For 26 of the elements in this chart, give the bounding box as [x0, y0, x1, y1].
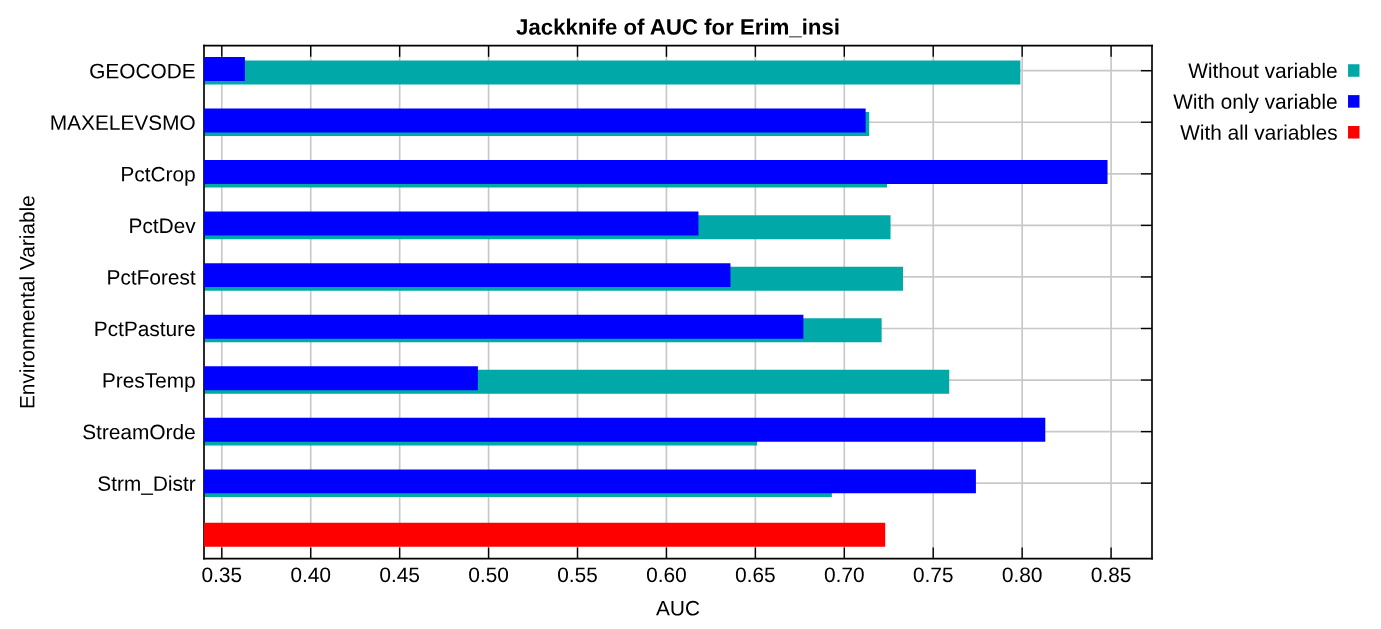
y-tick-label: MAXELEVSMO	[51, 115, 195, 131]
y-axis-title: Environmental Variable	[19, 196, 35, 408]
x-tick-label: 0.85	[1091, 567, 1131, 583]
legend-label: With all variables	[1180, 124, 1337, 140]
x-tick-label: 0.35	[202, 567, 242, 583]
x-tick-label: 0.55	[558, 567, 597, 583]
x-tick-label: 0.45	[380, 567, 420, 583]
y-tick-label: PctForest	[108, 270, 196, 285]
x-axis-title: AUC	[656, 600, 700, 616]
x-tick-label: 0.60	[646, 567, 686, 583]
x-tick-label: 0.65	[735, 567, 775, 583]
y-tick-label: StreamOrde	[83, 424, 195, 440]
x-tick-label: 0.50	[469, 567, 509, 583]
y-tick-label: PctCrop	[122, 166, 195, 186]
y-tick-label: PresTemp	[103, 373, 195, 392]
legend-label: With only variable	[1173, 93, 1337, 114]
x-tick-label: 0.70	[824, 567, 864, 583]
y-tick-label: PctDev	[130, 218, 196, 234]
x-tick-label: 0.75	[913, 567, 953, 583]
x-tick-label: 0.40	[291, 567, 331, 583]
y-tick-label: GEOCODE	[90, 63, 195, 79]
y-tick-label: Strm_Distr	[98, 475, 196, 495]
y-tick-label: PctPasture	[95, 321, 195, 337]
x-tick-label: 0.80	[1002, 567, 1042, 583]
legend-label: Without variable	[1188, 62, 1337, 79]
chart-title: Jackknife of AUC for Erim_insi	[516, 18, 839, 38]
